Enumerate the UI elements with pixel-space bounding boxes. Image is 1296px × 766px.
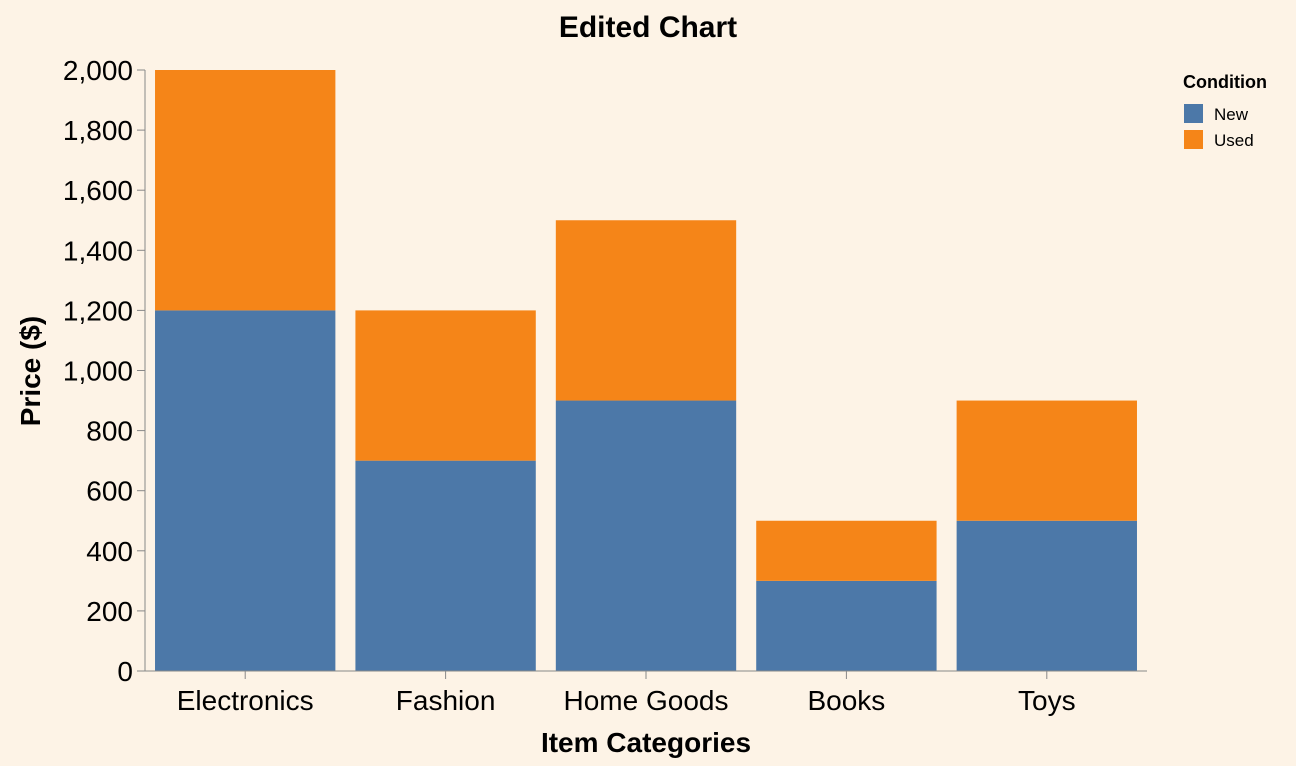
legend: Condition New Used [1183, 72, 1267, 150]
chart-title: Edited Chart [559, 11, 737, 44]
legend-label-new: New [1214, 105, 1249, 124]
bar-toys-new [956, 520, 1137, 671]
x-axis-title: Item Categories [541, 727, 751, 758]
bar-books-used [756, 520, 937, 581]
y-tick-label: 2,000 [63, 55, 133, 86]
y-tick-label: 1,400 [63, 235, 133, 266]
y-tick-label: 1,200 [63, 295, 133, 326]
bar-electronics-used [155, 70, 336, 311]
x-tick-label: Toys [1018, 685, 1076, 716]
bars-layer [155, 70, 1137, 671]
bar-electronics-new [155, 310, 336, 671]
bar-fashion-used [355, 310, 536, 461]
y-tick-label: 0 [117, 656, 133, 687]
bar-toys-used [956, 400, 1137, 521]
y-axis: 0 200 400 600 800 1,000 1,200 1,400 1,600 1,800 2,… [63, 55, 146, 687]
bar-books-new [756, 580, 937, 671]
y-tick-label: 600 [86, 476, 133, 507]
x-tick-label: Home Goods [564, 685, 729, 716]
y-tick-label: 400 [86, 536, 133, 567]
y-tick-label: 200 [86, 596, 133, 627]
y-tick-label: 1,000 [63, 356, 133, 387]
x-tick-label: Books [807, 685, 885, 716]
legend-label-used: Used [1214, 131, 1254, 150]
y-tick-label: 1,600 [63, 175, 133, 206]
y-axis-title: Price ($) [15, 316, 46, 427]
x-tick-label: Fashion [396, 685, 496, 716]
legend-swatch-new [1184, 104, 1203, 123]
bar-fashion-new [355, 460, 536, 671]
x-axis: Electronics Fashion Home Goods Books Toys [145, 670, 1147, 716]
legend-swatch-used [1184, 130, 1203, 149]
legend-title: Condition [1183, 72, 1267, 92]
bar-home-goods-new [555, 400, 737, 671]
y-tick-label: 800 [86, 416, 133, 447]
x-tick-label: Electronics [177, 685, 314, 716]
y-tick-label: 1,800 [63, 115, 133, 146]
bar-home-goods-used [555, 220, 737, 401]
